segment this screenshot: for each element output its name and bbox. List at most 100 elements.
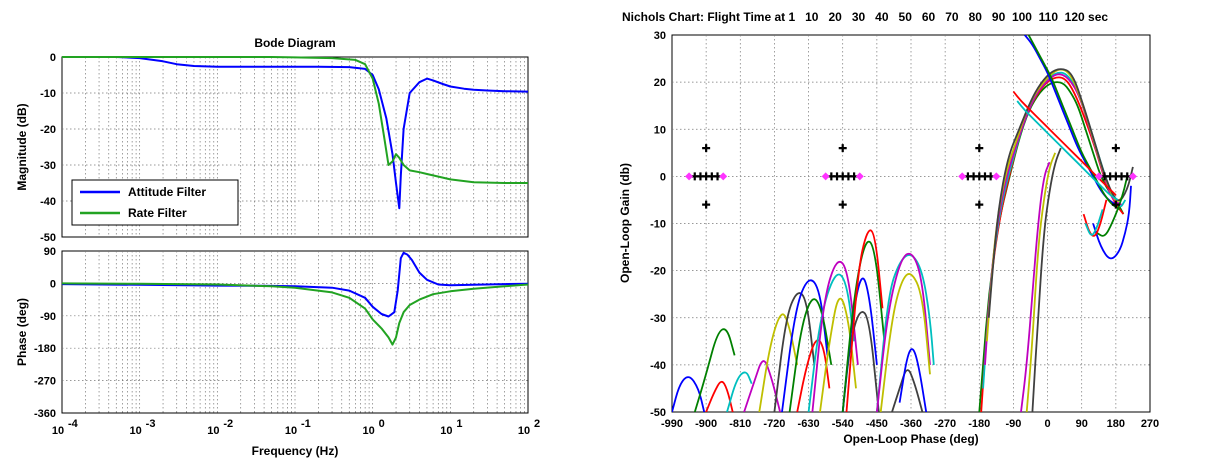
nichols-curve [898, 348, 928, 412]
legend-label-attitude: Attitude Filter [128, 185, 206, 199]
nichols-curve [845, 229, 884, 412]
nichols-curve [788, 298, 833, 412]
nichols-x-tick-label: -180 [968, 418, 990, 430]
phase-y-label: Phase (deg) [15, 298, 29, 366]
bode-x-tick-label: 10 [440, 425, 452, 437]
magnitude-y-label: Magnitude (dB) [15, 103, 29, 190]
nichols-curve [726, 371, 753, 412]
bode-x-tick-exponent: -1 [301, 418, 311, 430]
nichols-diamond-marker [958, 172, 967, 181]
nichols-curve [1016, 100, 1119, 201]
phase-grid [62, 251, 528, 413]
nichols-curve [743, 360, 781, 412]
nichols-curve [781, 279, 829, 412]
nichols-plus-marker [1111, 144, 1120, 153]
nichols-curve [811, 260, 859, 412]
nichols-y-tick-label: 0 [660, 171, 666, 183]
phase-y-tick-label: -270 [34, 376, 56, 388]
nichols-y-tick-label: 30 [654, 30, 666, 42]
nichols-x-tick-label: -360 [900, 418, 922, 430]
nichols-x-ticks: -990 -900 -810 -720 -630 -540 -450 -360 -270 -180… [661, 418, 1159, 430]
nichols-plus-marker [975, 144, 984, 153]
nichols-curve [693, 328, 736, 412]
nichols-x-tick-label: -720 [763, 418, 785, 430]
nichols-y-label: Open-Loop Gain (db) [618, 163, 632, 283]
bode-x-tick-exponent: 2 [534, 418, 540, 430]
magnitude-y-tick-label: -30 [40, 160, 56, 172]
nichols-curve [1020, 161, 1051, 412]
nichols-x-tick-label: 90 [1076, 418, 1088, 430]
bode-x-tick-exponent: -3 [146, 418, 156, 430]
nichols-grid [672, 35, 1150, 412]
nichols-x-tick-label: -630 [798, 418, 820, 430]
phase-y-ticks: 90 0 -90 -180 -270 -360 [34, 246, 56, 420]
nichols-y-tick-label: -30 [650, 313, 666, 325]
magnitude-line-rate-filter [62, 56, 528, 184]
nichols-y-tick-label: -50 [650, 407, 666, 419]
phase-y-tick-label: 90 [44, 246, 56, 258]
nichols-y-tick-label: 20 [654, 77, 666, 89]
magnitude-line-attitude-filter [62, 56, 529, 210]
bode-x-tick-label: 10 [130, 425, 142, 437]
nichols-curve [1092, 185, 1132, 260]
magnitude-grid [62, 57, 528, 237]
nichols-curve [807, 273, 855, 412]
nichols-chart: Nichols Chart: Flight Time at 1 10 20 30… [618, 10, 1159, 446]
bode-title: Bode Diagram [254, 36, 335, 50]
bode-x-tick-exponent: 1 [456, 418, 462, 430]
nichols-x-tick-label: 180 [1107, 418, 1125, 430]
nichols-y-tick-label: -20 [650, 266, 666, 278]
nichols-curve [672, 376, 706, 412]
legend-box [71, 179, 239, 226]
nichols-plus-marker [1111, 200, 1120, 209]
bode-x-tick-label: 10 [52, 425, 64, 437]
nichols-y-tick-label: -10 [650, 219, 666, 231]
phase-y-tick-label: -360 [34, 408, 56, 420]
nichols-diamond-marker [821, 172, 830, 181]
nichols-diamond-marker [992, 172, 1001, 181]
nichols-x-label: Open-Loop Phase (deg) [843, 432, 978, 446]
nichols-lines [672, 35, 1134, 412]
nichols-curve [705, 380, 734, 412]
phase-line-attitude-filter [61, 251, 529, 318]
magnitude-lines [62, 56, 529, 210]
nichols-x-tick-label: -990 [661, 418, 683, 430]
bode-x-tick-exponent: 0 [379, 418, 385, 430]
phase-y-tick-label: 0 [50, 278, 56, 290]
bode-x-tick-label: 10 [285, 425, 297, 437]
bode-x-tick-exponent: -2 [223, 418, 233, 430]
nichols-diamond-marker [685, 172, 694, 181]
nichols-curve [1012, 90, 1117, 196]
nichols-curve [1027, 35, 1121, 211]
phase-lines [61, 251, 529, 346]
bode-x-label: Frequency (Hz) [252, 444, 339, 458]
nichols-diamond-marker [1094, 172, 1103, 181]
nichols-plus-marker [702, 200, 711, 209]
bode-legend: Attitude Filter Rate Filter [71, 179, 239, 226]
nichols-plus-marker [702, 144, 711, 153]
nichols-x-tick-label: -540 [832, 418, 854, 430]
nichols-curve [1025, 152, 1057, 412]
phase-line-rate-filter [61, 282, 529, 346]
bode-x-tick-exponent: -4 [68, 418, 79, 430]
nichols-x-tick-label: -450 [866, 418, 888, 430]
phase-y-tick-label: -90 [40, 311, 56, 323]
bode-chart: Bode Diagram 0-10-20-30-40-50 Magnitude … [15, 36, 540, 458]
nichols-curve [879, 273, 931, 412]
nichols-curve [796, 339, 831, 412]
nichols-diamond-marker [719, 172, 728, 181]
bode-x-tick-label: 10 [518, 425, 530, 437]
bode-x-tick-label: 10 [207, 425, 219, 437]
magnitude-y-tick-label: -10 [40, 88, 56, 100]
nichols-y-tick-label: -40 [650, 360, 666, 372]
phase-y-tick-label: -180 [34, 343, 56, 355]
magnitude-y-tick-label: -20 [40, 124, 56, 136]
nichols-curve [1031, 147, 1062, 412]
nichols-curve [1024, 35, 1117, 206]
legend-label-rate: Rate Filter [128, 206, 187, 220]
bode-x-ticks: 10 -4 10 -3 10 -2 10 -1 10 0 10 1 10 2 [52, 418, 540, 437]
nichols-x-tick-label: -90 [1005, 418, 1021, 430]
nichols-x-tick-label: -810 [729, 418, 751, 430]
nichols-curve [876, 252, 931, 412]
